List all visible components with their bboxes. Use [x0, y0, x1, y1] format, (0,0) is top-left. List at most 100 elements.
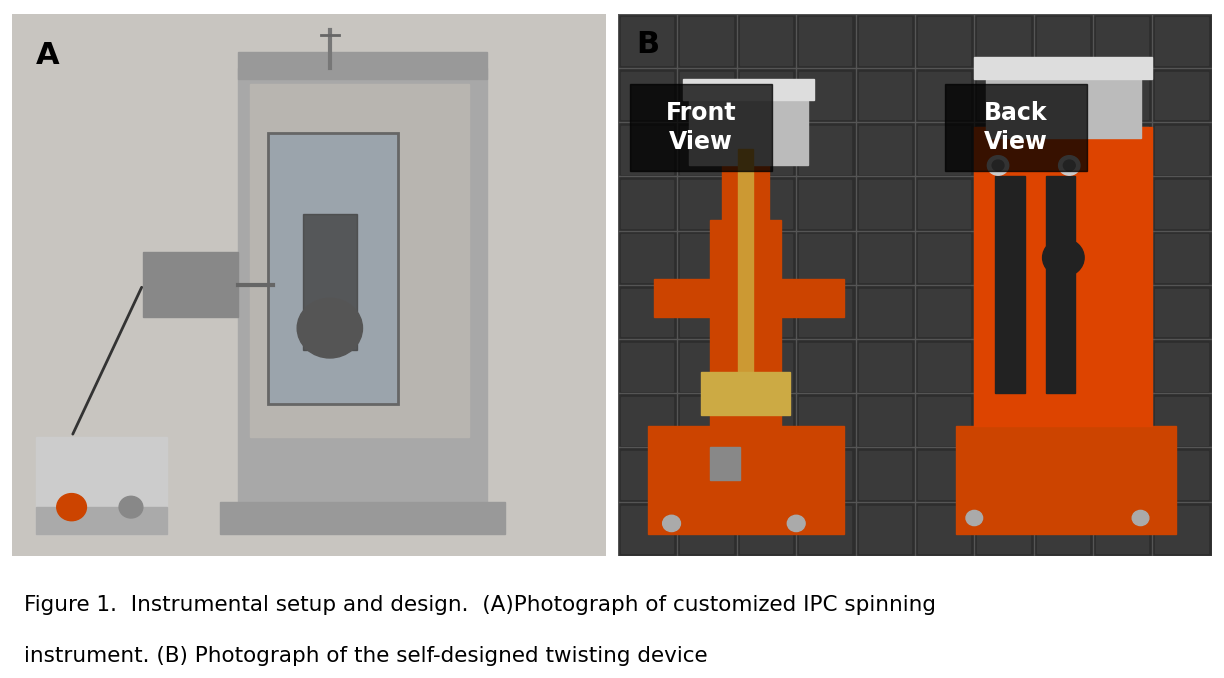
FancyBboxPatch shape	[630, 84, 772, 171]
Bar	[621, 452, 673, 499]
Bar	[956, 426, 1176, 534]
Bar	[977, 397, 1029, 445]
Bar	[621, 397, 673, 445]
Bar	[1095, 126, 1148, 174]
Bar	[681, 343, 733, 391]
Bar	[683, 79, 814, 100]
Circle shape	[662, 515, 681, 532]
Bar	[974, 57, 1153, 79]
Bar	[918, 235, 971, 282]
Bar	[1155, 506, 1208, 553]
Text: Back
View: Back View	[984, 100, 1048, 155]
Bar	[1095, 235, 1148, 282]
Bar	[621, 289, 673, 336]
Bar	[739, 289, 792, 336]
Bar	[1037, 289, 1089, 336]
Bar	[739, 126, 792, 174]
Bar	[739, 506, 792, 553]
Bar	[1045, 176, 1075, 393]
Circle shape	[1132, 511, 1149, 525]
Bar	[237, 52, 487, 79]
Bar	[918, 72, 971, 119]
Bar	[681, 506, 733, 553]
Bar	[987, 68, 1141, 138]
Bar	[1037, 126, 1089, 174]
Bar	[1155, 397, 1208, 445]
Bar	[143, 252, 237, 317]
Bar	[799, 397, 852, 445]
Circle shape	[966, 511, 983, 525]
Bar	[858, 289, 911, 336]
Bar	[1095, 289, 1148, 336]
Bar	[977, 18, 1029, 65]
Bar	[681, 18, 733, 65]
Bar	[739, 72, 792, 119]
Bar	[739, 343, 792, 391]
Bar	[621, 126, 673, 174]
Bar	[858, 397, 911, 445]
Bar	[977, 126, 1029, 174]
Bar	[268, 133, 398, 404]
Bar	[977, 506, 1029, 553]
Text: B: B	[636, 30, 659, 59]
Bar	[799, 506, 852, 553]
Bar	[858, 235, 911, 282]
Circle shape	[1043, 239, 1084, 277]
Bar	[621, 506, 673, 553]
Bar	[739, 397, 792, 445]
Bar	[738, 149, 753, 393]
Bar	[681, 126, 733, 174]
Bar	[918, 452, 971, 499]
Text: A: A	[35, 41, 60, 70]
Bar	[1155, 343, 1208, 391]
Bar	[681, 235, 733, 282]
Bar	[977, 343, 1029, 391]
Bar	[858, 506, 911, 553]
Bar	[710, 447, 739, 480]
Bar	[918, 126, 971, 174]
Bar	[1155, 126, 1208, 174]
Bar	[977, 452, 1029, 499]
Bar	[739, 18, 792, 65]
Bar	[1095, 18, 1148, 65]
Bar	[35, 507, 166, 534]
Text: Front
View: Front View	[666, 100, 737, 155]
Bar	[621, 18, 673, 65]
Bar	[710, 220, 781, 426]
Bar	[237, 68, 487, 513]
Bar	[1037, 18, 1089, 65]
Bar	[799, 126, 852, 174]
Bar	[1037, 72, 1089, 119]
Circle shape	[993, 160, 1004, 171]
Bar	[799, 180, 852, 228]
Bar	[739, 452, 792, 499]
Bar	[268, 133, 398, 404]
Bar	[1155, 180, 1208, 228]
Bar	[621, 343, 673, 391]
Bar	[1155, 452, 1208, 499]
Bar	[918, 343, 971, 391]
Circle shape	[56, 494, 87, 521]
Bar	[1037, 452, 1089, 499]
Bar	[1095, 397, 1148, 445]
Bar	[250, 84, 469, 437]
Bar	[621, 235, 673, 282]
Circle shape	[1064, 160, 1075, 171]
Bar	[799, 72, 852, 119]
Bar	[647, 426, 843, 534]
Bar	[739, 235, 792, 282]
Bar	[1095, 452, 1148, 499]
Bar	[1095, 343, 1148, 391]
Bar	[1155, 289, 1208, 336]
Bar	[1155, 18, 1208, 65]
Bar	[977, 180, 1029, 228]
Bar	[1037, 343, 1089, 391]
Bar	[858, 452, 911, 499]
Circle shape	[787, 515, 805, 532]
Bar	[799, 289, 852, 336]
Bar	[918, 18, 971, 65]
Bar	[681, 289, 733, 336]
FancyBboxPatch shape	[945, 84, 1087, 171]
Bar	[1155, 72, 1208, 119]
Bar	[1037, 235, 1089, 282]
